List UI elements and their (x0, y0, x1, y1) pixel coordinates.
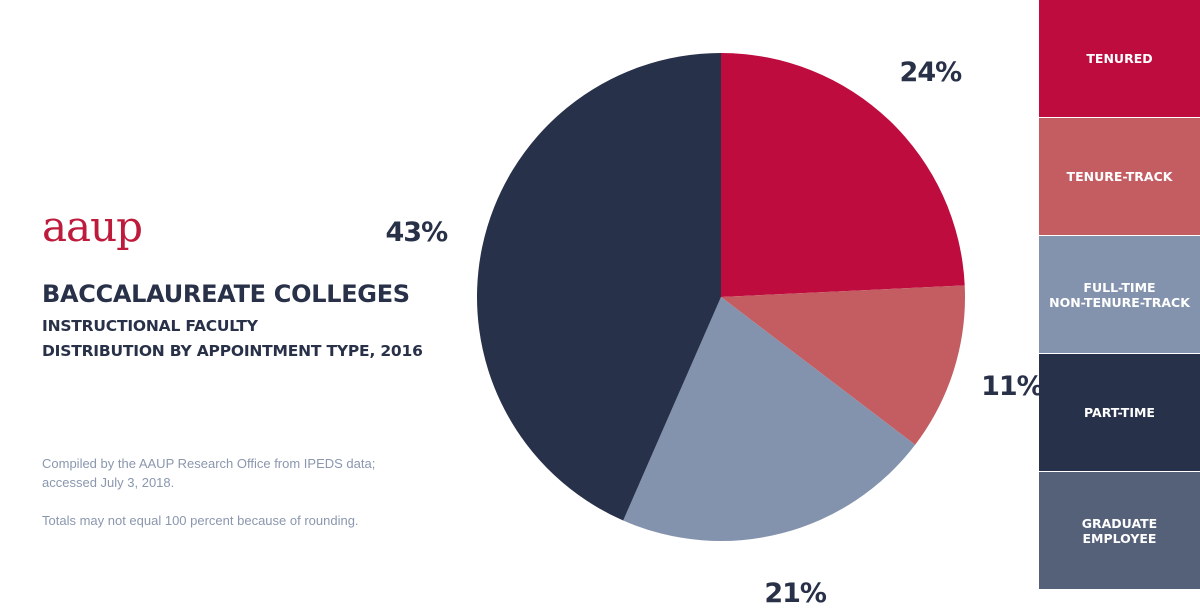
source-note-line1: Compiled by the AAUP Research Office fro… (42, 456, 376, 471)
chart-title: BACCALAUREATE COLLEGES (42, 280, 410, 308)
rounding-note: Totals may not equal 100 percent because… (42, 513, 359, 528)
pie-slice-tenured (721, 53, 965, 297)
legend-item-tenure-track: TENURE-TRACK (1039, 117, 1200, 235)
legend-item-part-time: PART-TIME (1039, 353, 1200, 471)
pie-label-tenured: 24% (899, 57, 963, 89)
pie-slice-part-time (477, 53, 721, 521)
legend-item-graduate-employee: GRADUATE EMPLOYEE (1039, 471, 1200, 589)
chart-subtitle-line1: INSTRUCTIONAL FACULTY (42, 317, 258, 335)
aaup-logo: aaup (42, 202, 143, 251)
pie-slice-tenure-track (721, 285, 965, 445)
chart-subtitle-line2: DISTRIBUTION BY APPOINTMENT TYPE, 2016 (42, 342, 423, 360)
pie-label-full-time-non-tenure-track: 21% (764, 578, 827, 609)
legend-item-tenured: TENURED (1039, 0, 1200, 117)
pie-chart (477, 53, 965, 541)
pie-slice-full-time-non-tenure-track (623, 297, 916, 541)
chart-legend: TENURED TENURE-TRACK FULL-TIME NON-TENURE-… (1039, 0, 1200, 589)
legend-item-full-time-non-tenure-track: FULL-TIME NON-TENURE-TRACK (1039, 235, 1200, 353)
pie-label-part-time: 43% (385, 216, 449, 248)
pie-label-tenure-track: 11% (981, 371, 1044, 403)
source-note-line2: accessed July 3, 2018. (42, 475, 175, 490)
